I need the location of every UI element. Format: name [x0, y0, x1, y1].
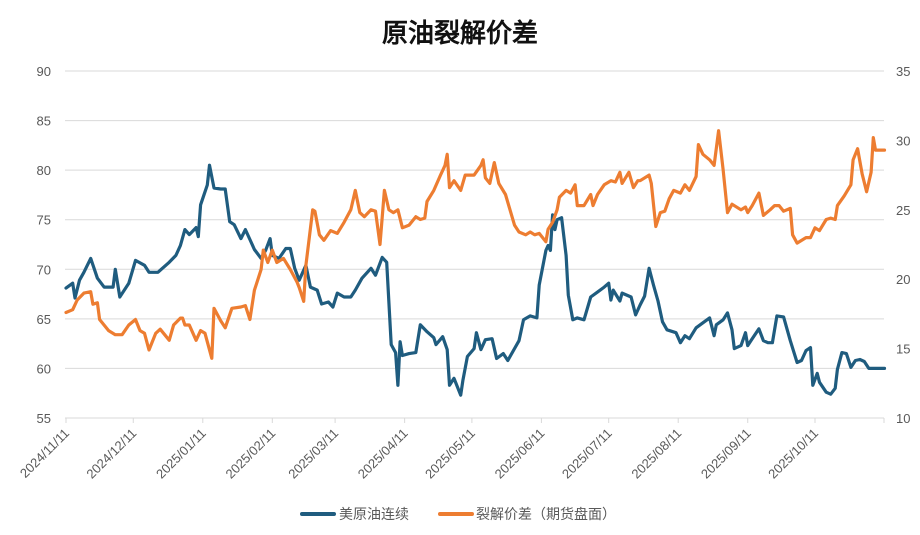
right-y-tick-label: 30: [896, 133, 910, 148]
right-y-tick-label: 15: [896, 342, 910, 357]
left-y-tick-label: 85: [37, 114, 51, 129]
left-y-tick-label: 75: [37, 213, 51, 228]
left-y-tick-label: 65: [37, 312, 51, 327]
left-y-tick-label: 60: [37, 361, 51, 376]
series-line-crude: [64, 163, 887, 397]
left-y-tick-label: 70: [37, 262, 51, 277]
x-tick-label: 2025/05/11: [422, 426, 478, 482]
right-y-tick-label: 10: [896, 411, 910, 426]
x-tick-label: 2025/07/11: [559, 426, 615, 482]
x-tick-label: 2025/06/11: [492, 426, 548, 482]
right-y-axis: 10 15 20 25 30 35: [896, 64, 910, 426]
left-y-tick-label: 80: [37, 163, 51, 178]
x-tick-label: 2025/01/11: [153, 426, 209, 482]
right-y-tick-label: 20: [896, 272, 910, 287]
x-tick-label: 2025/03/11: [285, 426, 341, 482]
x-axis: 2024/11/11 2024/12/11 2025/01/11 2025/02/11…: [17, 418, 885, 482]
x-tick-label: 2025/08/11: [628, 426, 684, 482]
right-y-tick-label: 35: [896, 64, 910, 79]
legend: 美原油连续 裂解价差（期货盘面）: [300, 506, 616, 522]
x-tick-label: 2025/09/11: [698, 426, 754, 482]
x-tick-label: 2025/10/11: [765, 426, 821, 482]
left-y-tick-label: 55: [37, 411, 51, 426]
left-y-axis: 55 60 65 70 75 80 85 90: [37, 64, 51, 426]
series-lines: [64, 129, 887, 397]
left-y-tick-label: 90: [37, 64, 51, 79]
x-tick-label: 2024/12/11: [83, 426, 139, 482]
right-y-tick-label: 25: [896, 203, 910, 218]
x-tick-label: 2025/04/11: [355, 426, 411, 482]
series-line-crack-spread: [64, 129, 887, 360]
legend-label-crude: 美原油连续: [339, 506, 409, 522]
legend-label-crack-spread: 裂解价差（期货盘面）: [476, 506, 616, 522]
gridlines: [65, 70, 884, 419]
x-tick-label: 2024/11/11: [17, 426, 72, 481]
x-tick-label: 2025/02/11: [222, 426, 278, 482]
legend-item-crack-spread[interactable]: 裂解价差（期货盘面）: [438, 506, 616, 522]
chart-title: 原油裂解价差: [382, 18, 538, 49]
legend-item-crude[interactable]: 美原油连续: [300, 506, 409, 522]
